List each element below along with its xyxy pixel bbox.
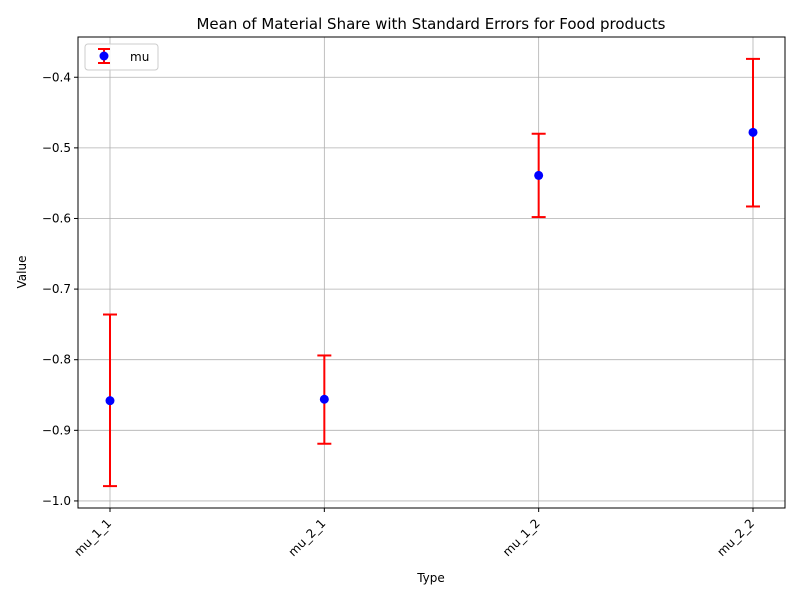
x-tick-label: mu_2_2 (714, 516, 757, 559)
y-tick-label: −0.4 (42, 70, 71, 84)
chart-title: Mean of Material Share with Standard Err… (196, 15, 665, 33)
y-tick-label: −0.9 (42, 423, 71, 437)
plot-frame (77, 36, 786, 509)
y-axis-label: Value (15, 256, 29, 289)
data-point (105, 396, 115, 406)
legend-label: mu (130, 50, 149, 64)
y-tick-label: −0.6 (42, 211, 71, 225)
x-tick-label: mu_1_1 (71, 516, 114, 559)
grid (78, 37, 785, 508)
x-tick-label: mu_2_1 (286, 516, 329, 559)
data-point (534, 170, 544, 180)
x-axis-label: Type (416, 571, 445, 585)
data-point (319, 394, 329, 404)
data-point (748, 127, 758, 137)
error-bars (103, 57, 760, 488)
legend: mu (84, 43, 159, 71)
data-points (105, 127, 758, 406)
y-tick-label: −0.8 (42, 353, 71, 367)
y-ticks: −1.0 −0.9 −0.8 −0.7 −0.6 −0.5 −0.4 (42, 70, 78, 508)
y-tick-label: −0.5 (42, 141, 71, 155)
y-tick-label: −0.7 (42, 282, 71, 296)
x-tick-label: mu_1_2 (500, 516, 543, 559)
y-tick-label: −1.0 (42, 494, 71, 508)
x-ticks: mu_1_1 mu_2_1 mu_1_2 mu_2_2 (71, 508, 757, 559)
legend-marker (99, 51, 109, 61)
